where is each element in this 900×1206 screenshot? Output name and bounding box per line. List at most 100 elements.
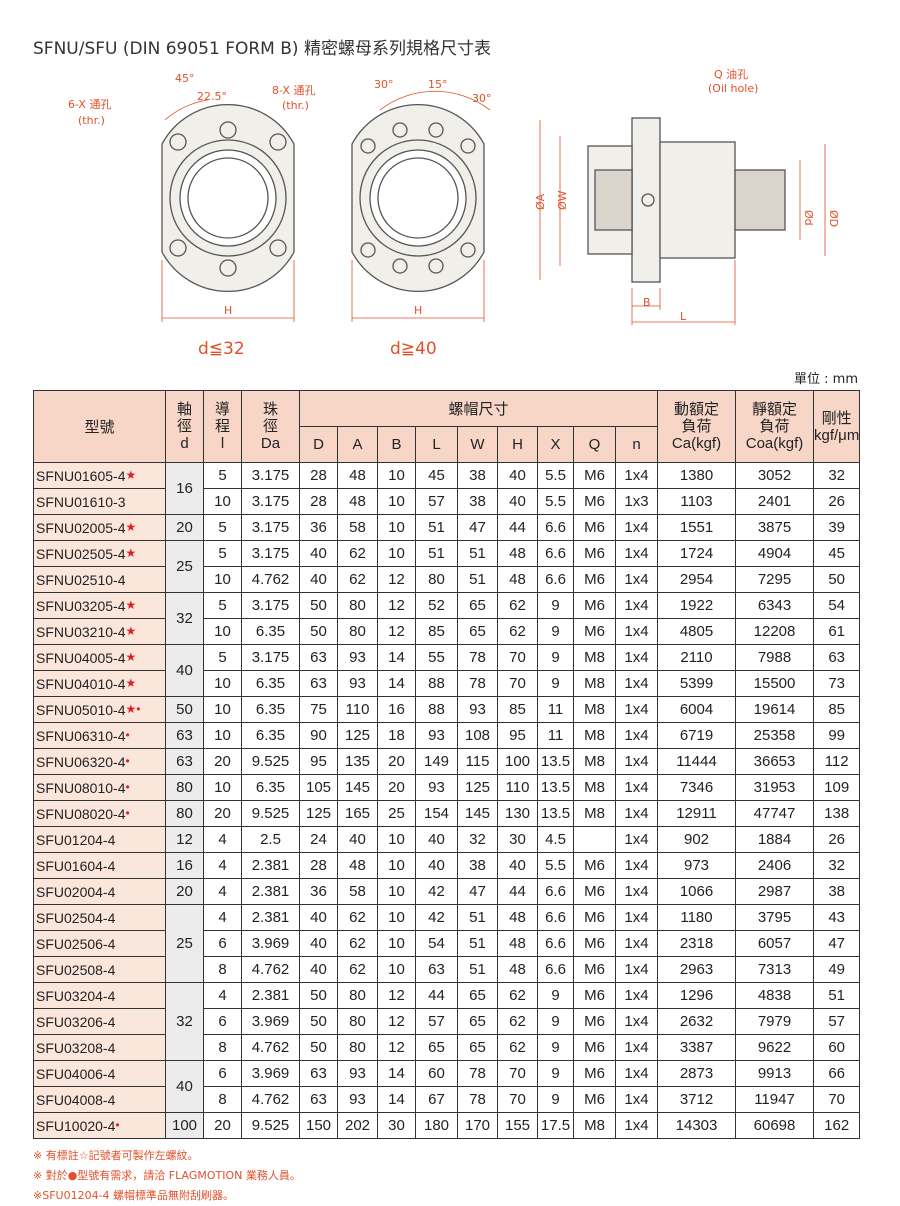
table-row: SFNU05010-4★• 50 10 6.35 75 110 16 88 93 85 11 M8 1x… xyxy=(33,696,861,723)
table-row: SFNU01605-4★ 16 5 3.175 28 48 10 45 38 40 5.5 M6 1x4… xyxy=(33,462,861,515)
diagram-label: ØA xyxy=(534,193,547,210)
cell: M8 xyxy=(573,722,616,749)
model-mark: ★ xyxy=(125,597,137,612)
cell: M8 xyxy=(573,644,616,671)
cell: 10 xyxy=(203,696,242,723)
cell: 40 xyxy=(299,904,338,931)
cell: 7313 xyxy=(735,956,814,983)
cell: 58 xyxy=(337,514,378,541)
model-cell: SFU02504-4 xyxy=(33,904,166,931)
cell: 62 xyxy=(337,904,378,931)
cell: 14 xyxy=(377,670,416,697)
cell: 88 xyxy=(415,670,458,697)
notes: ※ 有標註☆記號者可製作左螺紋。 ※ 對於●型號有需求，請洽 FLAGMOTION… xyxy=(33,1146,301,1206)
cell: 16 xyxy=(165,852,204,879)
cell: 4904 xyxy=(735,540,814,567)
model-text: SFU03208-4 xyxy=(36,1039,116,1056)
model-cell: SFNU06310-4• xyxy=(33,722,166,749)
cell: 1x4 xyxy=(615,748,658,775)
header-cell: 動額定負荷 Ca(kgf) xyxy=(657,390,736,463)
cell: 4 xyxy=(203,904,242,931)
model-text: SFU10020-4 xyxy=(36,1117,116,1134)
cell: 6057 xyxy=(735,930,814,957)
cell: 5 xyxy=(203,592,242,619)
cell: 2110 xyxy=(657,644,736,671)
cell: 109 xyxy=(812,774,861,801)
cell: 25 xyxy=(377,800,416,827)
cell: M6 xyxy=(573,1034,616,1061)
cell: 32 xyxy=(812,852,861,879)
model-text: SFU02504-4 xyxy=(36,909,116,926)
cell: 1922 xyxy=(657,592,736,619)
model-cell: SFNU06320-4• xyxy=(33,748,166,775)
cell: 62 xyxy=(497,982,538,1009)
cell: 85 xyxy=(415,618,458,645)
table-row: SFU01204-4 12 4 2.5 24 40 10 40 32 30 4.5 1x4 902 188… xyxy=(33,826,861,853)
header-cell: D xyxy=(299,426,338,463)
model-cell: SFU04008-4 xyxy=(33,1086,166,1113)
model-mark: • xyxy=(125,805,130,820)
table-row: SFU03206-4 6 3.969 50 80 12 57 65 62 9 M6 1x4 2632 79… xyxy=(33,1008,861,1035)
cell: 4.762 xyxy=(241,1034,300,1061)
cell: 44 xyxy=(497,878,538,905)
cell: 6719 xyxy=(657,722,736,749)
diagram-label: ØD xyxy=(827,210,840,227)
cell: 1x4 xyxy=(615,904,658,931)
cell: 9 xyxy=(537,592,574,619)
cell: 1x4 xyxy=(615,644,658,671)
cell: 65 xyxy=(457,592,498,619)
cell: 6.6 xyxy=(537,878,574,905)
table-row: SFNU06320-4• 63 20 9.525 95 135 20 149 115 100 13.… xyxy=(33,748,861,775)
header-symbol: d xyxy=(180,435,189,452)
cell: M6 xyxy=(573,540,616,567)
cell: 40 xyxy=(337,826,378,853)
model-text: SFNU06310-4 xyxy=(36,727,126,744)
cell: 32 xyxy=(457,826,498,853)
model-text: SFNU02005-4 xyxy=(36,519,126,536)
cell: 8 xyxy=(203,1086,242,1113)
header-cell: 軸徑 d xyxy=(165,390,204,463)
cell: 93 xyxy=(337,644,378,671)
cell: 145 xyxy=(337,774,378,801)
cell: 4805 xyxy=(657,618,736,645)
cell: 10 xyxy=(377,956,416,983)
cell: 62 xyxy=(497,592,538,619)
cell: M6 xyxy=(573,1060,616,1087)
cell: 50 xyxy=(299,1034,338,1061)
cell: 3.969 xyxy=(241,930,300,957)
cell: 38 xyxy=(457,462,498,489)
cell: 63 xyxy=(415,956,458,983)
cell: 30 xyxy=(497,826,538,853)
model-text: SFU02506-4 xyxy=(36,935,116,952)
cell: 31953 xyxy=(735,774,814,801)
cell: 10 xyxy=(203,774,242,801)
cell: 70 xyxy=(812,1086,861,1113)
cell: M6 xyxy=(573,982,616,1009)
model-cell: SFU01604-4 xyxy=(33,852,166,879)
model-cell: SFU03206-4 xyxy=(33,1008,166,1035)
table-row: SFU01604-4 16 4 2.381 28 48 10 40 38 40 5.5 M6 1x4 97… xyxy=(33,852,861,879)
cell: 2873 xyxy=(657,1060,736,1087)
diagram-label: d≧40 xyxy=(390,339,437,359)
table-row: SFNU03210-4★ 10 6.35 50 80 12 85 65 62 9 M6 1x4 4805… xyxy=(33,618,861,645)
header-cell: 螺帽尺寸 xyxy=(299,390,658,427)
cell: 9 xyxy=(537,982,574,1009)
cell: 9 xyxy=(537,1034,574,1061)
header-cell: L xyxy=(415,426,458,463)
table-row: SFU04008-4 8 4.762 63 93 14 67 78 70 9 M6 1x4 3712 11… xyxy=(33,1086,861,1113)
cell: 63 xyxy=(812,644,861,671)
cell: 44 xyxy=(497,514,538,541)
cell: 2.5 xyxy=(241,826,300,853)
cell: 2401 xyxy=(735,488,814,515)
cell: 36653 xyxy=(735,748,814,775)
model-mark: ★• xyxy=(125,701,141,716)
model-cell: SFU04006-4 xyxy=(33,1060,166,1087)
cell: 48 xyxy=(337,462,378,489)
cell: 5.5 xyxy=(537,462,574,489)
cell: 70 xyxy=(497,1060,538,1087)
cell: 38 xyxy=(457,852,498,879)
model-text: SFNU08020-4 xyxy=(36,805,126,822)
header-symbol: Da xyxy=(260,435,281,452)
cell: 88 xyxy=(415,696,458,723)
cell: 1724 xyxy=(657,540,736,567)
